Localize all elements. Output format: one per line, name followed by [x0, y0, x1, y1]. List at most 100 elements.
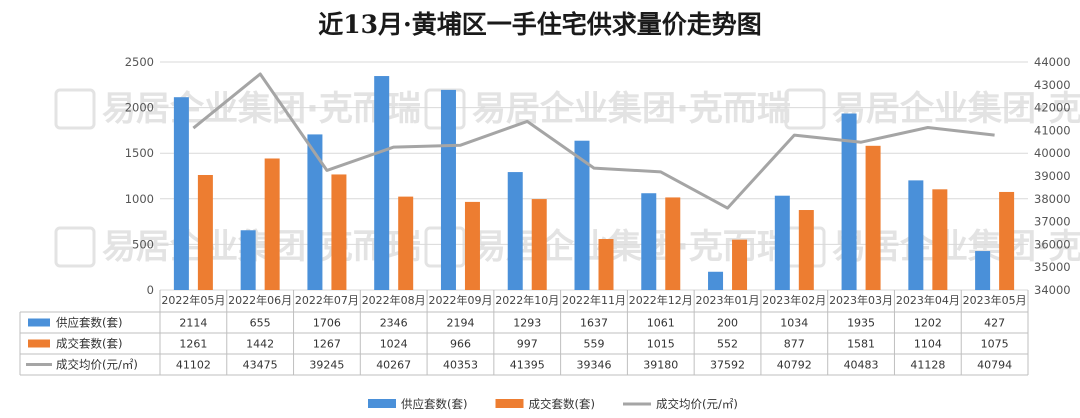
table-cell: 1935 [847, 317, 875, 330]
category-label: 2023年02月 [762, 293, 826, 307]
table-cell: 1075 [981, 338, 1009, 351]
table-cell: 1261 [179, 338, 207, 351]
legend-label: 成交均价(元/㎡) [656, 397, 738, 411]
right-axis-tick: 40000 [1034, 146, 1071, 160]
right-axis: 34000 35000 36000 37000 38000 39000 40000 41000… [1034, 55, 1071, 297]
right-axis-tick: 41000 [1034, 123, 1071, 137]
supply-bar [975, 251, 991, 290]
table-cell: 200 [717, 317, 738, 330]
deal-bar [865, 145, 881, 290]
table-cell: 1637 [580, 317, 608, 330]
deal-bar [464, 201, 480, 290]
left-axis: 0 500 1000 1500 2000 2500 [125, 55, 154, 297]
table-cell: 1202 [914, 317, 942, 330]
right-axis-tick: 35000 [1034, 260, 1071, 274]
deal-bar [598, 239, 614, 290]
deal-bar [932, 189, 948, 290]
category-label: 2022年05月 [161, 293, 225, 307]
deal-bar [531, 199, 547, 290]
table-cell: 2114 [179, 317, 207, 330]
deal-bar [665, 197, 681, 290]
left-axis-tick: 2000 [125, 101, 154, 115]
category-label: 2023年05月 [963, 293, 1027, 307]
category-label: 2022年06月 [228, 293, 292, 307]
table-cell: 41395 [510, 359, 545, 372]
supply-bar [574, 140, 590, 290]
table-cell: 2346 [380, 317, 408, 330]
table-cell: 997 [517, 338, 538, 351]
watermark-logo [784, 88, 826, 130]
table-cell: 1267 [313, 338, 341, 351]
table-cell: 1442 [246, 338, 274, 351]
watermark-text: 易居企业集团·克而瑞 [102, 89, 421, 129]
category-label: 2022年09月 [428, 293, 492, 307]
right-axis-tick: 43000 [1034, 78, 1071, 92]
table-cell: 427 [984, 317, 1005, 330]
table-cell: 1024 [380, 338, 408, 351]
table-cell: 39245 [309, 359, 344, 372]
table-row-label: 成交套数(套) [56, 337, 122, 351]
supply-bar [440, 89, 456, 291]
left-axis-tick: 500 [132, 237, 154, 251]
supply-bar [708, 271, 724, 290]
table-row-label: 成交均价(元/㎡) [56, 358, 138, 372]
chart-title: 近13月·黄埔区一手住宅供求量价走势图 [318, 10, 762, 39]
table-cell: 2194 [446, 317, 474, 330]
watermark-text: 易居企业集团·克而瑞 [832, 89, 1080, 129]
table-cell: 40483 [844, 359, 879, 372]
right-axis-tick: 36000 [1034, 237, 1071, 251]
category-label: 2023年04月 [896, 293, 960, 307]
table-row-label: 供应套数(套) [56, 316, 122, 330]
table-cell: 1104 [914, 338, 942, 351]
bar-series [173, 76, 1015, 291]
right-axis-tick: 38000 [1034, 192, 1071, 206]
table-cell: 39346 [577, 359, 612, 372]
supply-bar [374, 76, 390, 290]
left-axis-tick: 0 [147, 283, 154, 297]
right-axis-tick: 39000 [1034, 169, 1071, 183]
data-table: 2022年05月 2022年06月 2022年07月 2022年08月 2022年09月… [19, 290, 1029, 376]
category-label: 2022年08月 [362, 293, 426, 307]
table-cell: 966 [450, 338, 471, 351]
deal-bar [732, 239, 748, 290]
left-axis-tick: 2500 [125, 55, 154, 69]
table-cell: 39180 [643, 359, 678, 372]
category-label: 2022年10月 [495, 293, 559, 307]
table-cell: 43475 [243, 359, 278, 372]
left-axis-tick: 1500 [125, 146, 154, 160]
watermark-text: 易居企业集团·克而瑞 [102, 227, 421, 267]
legend-label: 成交套数(套) [529, 397, 595, 411]
supply-bar [641, 193, 657, 290]
left-axis-tick: 1000 [125, 192, 154, 206]
table-series-swatch [28, 339, 50, 348]
deal-bar [798, 210, 814, 290]
category-label: 2022年12月 [629, 293, 693, 307]
table-cell: 1015 [647, 338, 675, 351]
supply-bar [774, 195, 790, 290]
line-series [192, 72, 995, 210]
right-axis-tick: 44000 [1034, 55, 1071, 69]
supply-bar [908, 180, 924, 290]
legend-swatch [495, 399, 524, 408]
table-cell: 40353 [443, 359, 478, 372]
table-cell: 1293 [513, 317, 541, 330]
deal-bar [331, 174, 347, 290]
legend: 供应套数(套) 成交套数(套) 成交均价(元/㎡) [368, 397, 738, 411]
category-label: 2022年11月 [562, 293, 626, 307]
table-cell: 877 [784, 338, 805, 351]
category-label: 2022年07月 [295, 293, 359, 307]
price-line [192, 72, 995, 210]
table-cell: 40794 [977, 359, 1012, 372]
table-cell: 37592 [710, 359, 745, 372]
grid-lines [160, 61, 1028, 291]
deal-bar [197, 174, 213, 290]
category-label: 2023年03月 [829, 293, 893, 307]
supply-bar [307, 134, 323, 290]
table-cell: 40792 [777, 359, 812, 372]
table-cell: 1581 [847, 338, 875, 351]
supply-bar [841, 113, 857, 290]
table-cell: 1034 [780, 317, 808, 330]
supply-bar [507, 172, 523, 290]
watermark-logo [54, 88, 96, 130]
table-cell: 1706 [313, 317, 341, 330]
